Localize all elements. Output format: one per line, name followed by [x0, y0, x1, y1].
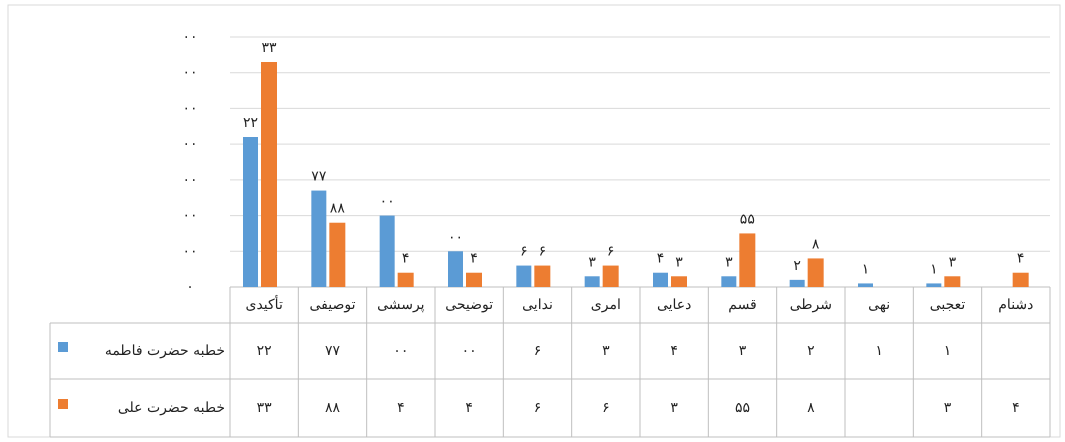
table-cell: ۲	[807, 343, 815, 359]
x-tick-label: پرسشی	[377, 297, 425, 313]
bar	[739, 233, 755, 287]
data-label: ۲۲	[243, 115, 258, 131]
data-label: ۶	[607, 244, 615, 260]
table-cell: ۳	[670, 400, 678, 416]
table-cell: ۶	[534, 400, 542, 416]
data-label: ۴	[402, 251, 410, 267]
data-label: ۴	[470, 251, 478, 267]
x-tick-label: توصیفی	[310, 297, 356, 313]
y-tick-label: ۰۰	[182, 243, 197, 259]
table-cell: ۳	[602, 343, 610, 359]
bar	[534, 266, 550, 287]
data-label: ۶	[520, 244, 528, 260]
table-cell: ۵۵	[735, 400, 750, 416]
table-cell: ۱	[875, 343, 883, 359]
x-tick-label: دشنام	[998, 297, 1033, 313]
table-cell: ۱	[944, 343, 952, 359]
bar	[858, 283, 873, 287]
x-tick-label: تعجبی	[930, 297, 966, 313]
y-tick-label: ۰۰	[182, 29, 197, 45]
data-label: ۷۷	[311, 169, 327, 185]
data-label: ۳	[588, 254, 596, 270]
bar	[398, 273, 414, 287]
bar	[808, 258, 824, 287]
y-tick-label: ۰۰	[182, 208, 197, 224]
chart: ۰۰۰۰۰۰۰۰۰۰۰۰۰۰۰خطبه حضرت فاطمه۲۲۲۲۷۷۷۷۰۰…	[0, 0, 1065, 442]
data-label: ۳	[725, 254, 733, 270]
table-cell: ۸۸	[325, 400, 341, 416]
table-cell: ۲۲	[257, 343, 272, 359]
x-tick-label: امری	[591, 297, 621, 313]
data-label: ۳۳	[261, 40, 277, 56]
data-label: ۳	[949, 254, 957, 270]
bar	[466, 273, 482, 287]
data-label: ۸۸	[330, 201, 346, 217]
bar	[926, 283, 941, 287]
table-cell: ۸	[807, 400, 815, 416]
legend-swatch	[58, 399, 68, 409]
bar	[261, 62, 277, 287]
frame	[8, 5, 1060, 437]
bar	[790, 280, 805, 287]
table-cell: ۴	[670, 343, 678, 359]
bar	[671, 276, 687, 287]
x-tick-label: ندایی	[522, 297, 553, 313]
table-cell: ۳۳	[257, 400, 273, 416]
bar	[585, 276, 600, 287]
y-tick-label: ۰۰	[182, 100, 197, 116]
x-tick-label: دعایی	[657, 297, 691, 313]
bar	[329, 223, 345, 287]
table-cell: ۴	[465, 400, 473, 416]
table-cell: ۴	[397, 400, 405, 416]
bar	[516, 266, 531, 287]
data-label: ۴	[1017, 251, 1025, 267]
bar	[448, 251, 463, 287]
x-tick-label: توضیحی	[445, 297, 493, 313]
y-tick-label: ۰۰	[182, 172, 197, 188]
data-label: ۳	[675, 254, 683, 270]
x-tick-label: قسم	[728, 297, 757, 313]
data-label: ۲	[793, 258, 801, 274]
x-tick-label: نهی	[868, 297, 890, 313]
legend-label: خطبه حضرت علی	[118, 400, 225, 416]
data-label: ۴	[657, 251, 665, 267]
data-label: ۶	[539, 244, 547, 260]
bar	[243, 137, 258, 287]
table-cell: ۳	[944, 400, 952, 416]
table-cell: ۴	[1012, 400, 1020, 416]
data-label: ۸	[812, 236, 820, 252]
x-tick-label: تأکیدی	[245, 294, 282, 313]
bar	[944, 276, 960, 287]
y-tick-label: ۰	[186, 279, 194, 295]
table-cell: ۰۰	[462, 343, 477, 359]
data-label: ۱	[930, 261, 938, 277]
data-label: ۱	[862, 261, 870, 277]
table-cell: ۰۰	[393, 343, 408, 359]
y-tick-label: ۰۰	[182, 136, 197, 152]
bar	[603, 266, 619, 287]
x-tick-label: شرطی	[790, 297, 832, 313]
y-tick-label: ۰۰	[182, 65, 197, 81]
table-cell: ۳	[739, 343, 747, 359]
bar	[311, 191, 326, 287]
table-cell: ۷۷	[325, 343, 341, 359]
bar	[721, 276, 736, 287]
data-label: ۵۵	[740, 211, 755, 227]
bar	[653, 273, 668, 287]
data-label: ۰۰	[380, 194, 395, 210]
data-label: ۰۰	[448, 229, 463, 245]
bar	[1013, 273, 1029, 287]
table-cell: ۶	[602, 400, 610, 416]
table-cell: ۶	[534, 343, 542, 359]
legend-swatch	[58, 342, 68, 352]
bar	[380, 216, 395, 287]
legend-label: خطبه حضرت فاطمه	[105, 343, 225, 359]
